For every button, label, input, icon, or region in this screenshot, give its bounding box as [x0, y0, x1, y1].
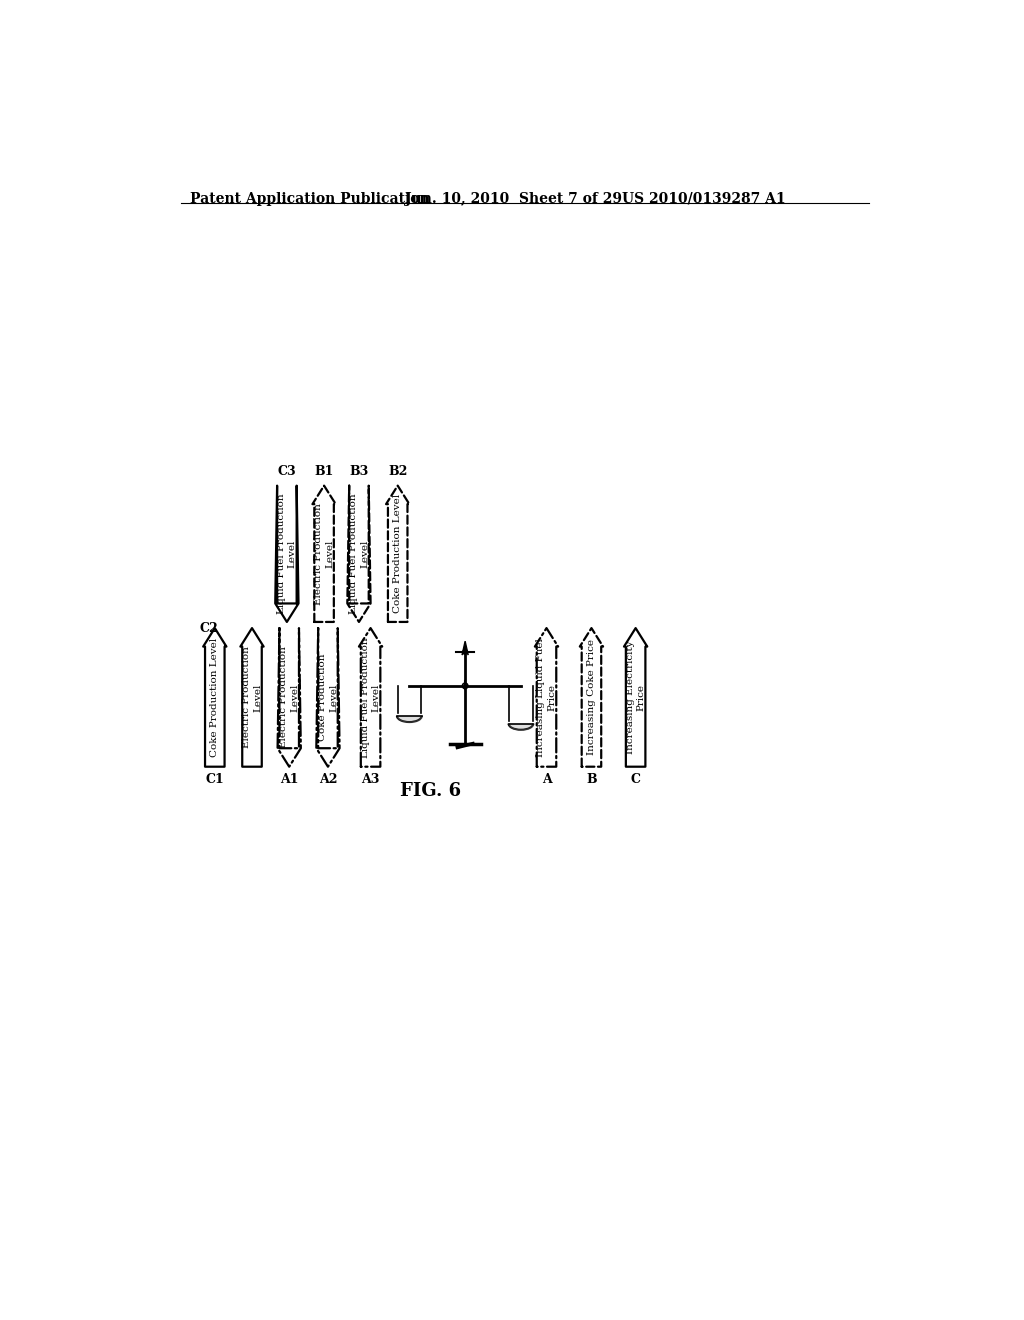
Text: Coke Production
Level: Coke Production Level — [317, 653, 338, 741]
Text: Coke Production Level: Coke Production Level — [210, 638, 219, 756]
Text: C3: C3 — [278, 465, 296, 478]
Text: Electric Production
Level: Electric Production Level — [280, 647, 299, 748]
Text: B1: B1 — [314, 465, 334, 478]
Text: FIG. 6: FIG. 6 — [399, 781, 461, 800]
Text: Coke Production Level: Coke Production Level — [393, 494, 402, 614]
Text: Increasing Liquid Fuel
Price: Increasing Liquid Fuel Price — [537, 638, 557, 756]
Text: Electric Production
Level: Electric Production Level — [242, 647, 262, 748]
Text: Increasing Electricity
Price: Increasing Electricity Price — [626, 640, 646, 754]
Text: C: C — [631, 774, 641, 785]
Text: Jun. 10, 2010  Sheet 7 of 29: Jun. 10, 2010 Sheet 7 of 29 — [406, 191, 623, 206]
Text: A2: A2 — [318, 774, 337, 785]
Text: Liquid Fuel Production
Level: Liquid Fuel Production Level — [276, 494, 297, 614]
Polygon shape — [462, 642, 468, 655]
Text: A1: A1 — [280, 774, 298, 785]
Text: C2: C2 — [200, 622, 218, 635]
Text: Patent Application Publication: Patent Application Publication — [190, 191, 430, 206]
Text: B: B — [586, 774, 597, 785]
Text: A: A — [542, 774, 551, 785]
Text: B3: B3 — [349, 465, 369, 478]
Circle shape — [463, 684, 468, 689]
Text: Liquid Fuel Production
Level: Liquid Fuel Production Level — [349, 494, 369, 614]
Text: Electric Production
Level: Electric Production Level — [314, 503, 334, 605]
Text: Increasing Coke Price: Increasing Coke Price — [587, 639, 596, 755]
Text: Liquid Fuel Production
Level: Liquid Fuel Production Level — [360, 638, 381, 758]
Text: B2: B2 — [388, 465, 408, 478]
Circle shape — [463, 649, 467, 655]
Text: C1: C1 — [206, 774, 224, 785]
Text: US 2010/0139287 A1: US 2010/0139287 A1 — [622, 191, 785, 206]
Text: A3: A3 — [361, 774, 380, 785]
